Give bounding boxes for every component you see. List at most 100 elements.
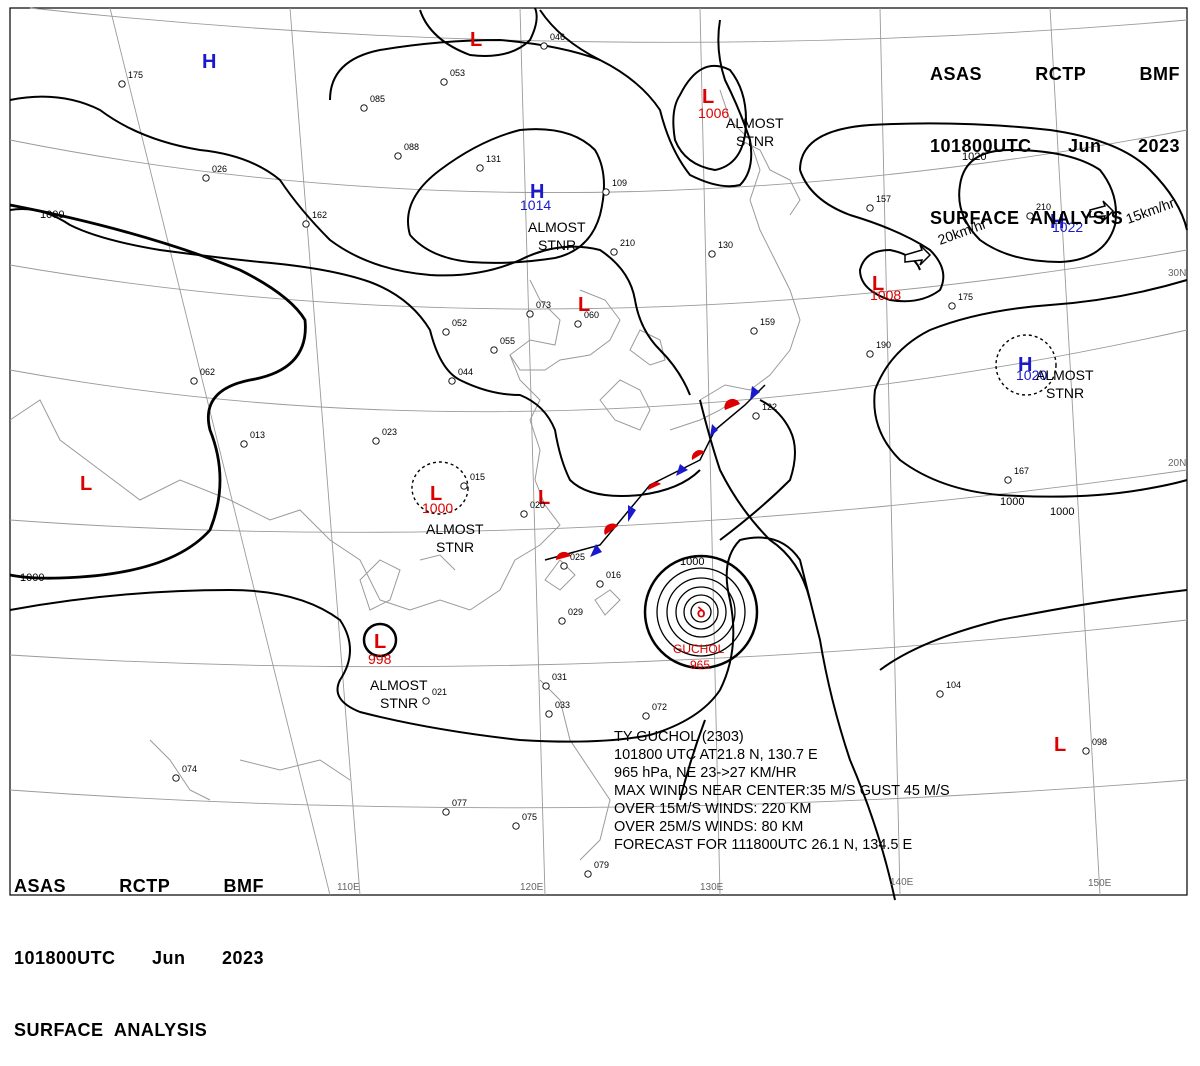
map-border [9,7,1188,896]
grid-labels: 30N 20N 110E 120E 130E 140E 150E [337,268,1186,893]
pressure-letter: L [702,86,714,108]
header-bureau: BMF [223,876,264,896]
station-pressure: 131 [486,154,501,164]
motion-note: ALMOST [528,219,586,235]
station-plot: 062 [190,367,215,385]
latitude-label: 30N [1168,268,1186,279]
station-plot: 098 [1082,737,1107,755]
isobar-value: 1020 [962,151,986,163]
graticule [9,7,1188,896]
station-plot: 130 [708,240,733,258]
station-circle [752,412,760,420]
station-plot: 016 [596,570,621,588]
station-circle [948,302,956,310]
header-station: RCTP [119,876,171,896]
motion-note: STNR [736,133,774,149]
station-pressure: 175 [128,70,143,80]
typhoon-info-line: 965 hPa, NE 23->27 KM/HR [614,765,797,781]
station-plot: 077 [442,798,467,816]
isobars [9,7,1188,901]
longitude-label: 120E [520,882,544,893]
pressure-value: 1000 [422,500,453,516]
longitude-label: 110E [337,882,360,893]
pressure-letter: L [430,483,442,505]
station-pressure: 026 [212,164,227,174]
motion-note: ALMOST [726,115,784,131]
warm-front-semicircles [555,398,740,560]
pressure-value: 998 [368,651,392,667]
station-plot: 044 [448,367,473,385]
station-pressure: 033 [555,700,570,710]
station-circle [596,580,604,588]
isobar-labels: 1000 1000 1020 1000 1000 1000 [20,151,1074,584]
station-plot: 175 [118,70,143,88]
station-plot: 104 [936,680,961,698]
typhoon-info-line: TY GUCHOL (2303) [614,729,744,745]
station-circle [560,562,568,570]
isobar-value: 1000 [680,556,704,568]
motion-note: STNR [380,695,418,711]
pressure-value: 1022 [1052,219,1083,235]
header-month: Jun [1068,136,1102,156]
station-plot: 060 [574,310,599,328]
station-pressure: 167 [1014,466,1029,476]
station-plot: 122 [752,402,777,420]
station-pressure: 029 [568,607,583,617]
header-line-2: 101800UTC Jun 2023 [14,946,264,970]
pressure-letter: L [538,487,550,509]
station-plot: 031 [542,672,567,690]
station-plot: 190 [866,340,891,358]
station-pressure: 157 [876,194,891,204]
station-circle [442,808,450,816]
station-pressure: 122 [762,402,777,412]
station-pressure: 079 [594,860,609,870]
station-plot: 167 [1004,466,1029,484]
header-line-1: ASAS RCTP BMF [14,874,264,898]
typhoon-track [679,719,706,801]
typhoon-info-line: OVER 25M/S WINDS: 80 KM [614,819,804,835]
station-circle [190,377,198,385]
dashed-circles [411,334,1057,515]
station-pressure: 031 [552,672,567,682]
station-plot: 088 [394,142,419,160]
station-plot: 033 [545,700,570,718]
station-circle [442,328,450,336]
station-circle [440,78,448,86]
station-plot: 075 [512,812,537,830]
pressure-letter: H [202,51,216,73]
longitude-label: 150E [1088,878,1112,889]
pressure-value: 1020 [1016,367,1047,383]
station-plot: 026 [202,164,227,182]
station-circle [172,774,180,782]
station-circle [422,697,430,705]
motion-note: ALMOST [1036,367,1094,383]
station-circle [642,712,650,720]
header-title: SURFACE ANALYSIS [930,208,1124,228]
station-circle [540,42,548,50]
station-circle [202,174,210,182]
station-pressure: 210 [1036,202,1051,212]
station-plot: 085 [360,94,385,112]
station-plot: 052 [442,318,467,336]
header-title: SURFACE ANALYSIS [14,1020,208,1040]
typhoon-info-line: FORECAST FOR 111800UTC 26.1 N, 134.5 E [614,837,913,853]
cold-front-triangles [590,386,760,557]
typhoon-info-line: MAX WINDS NEAR CENTER:35 M/S GUST 45 M/S [614,783,950,799]
header-year: 2023 [221,948,264,968]
pressure-letter: L [578,294,590,316]
motion-note: STNR [538,237,576,253]
header-station: RCTP [1035,64,1087,84]
station-plot: 175 [948,292,973,310]
station-circle [520,510,528,518]
station-circle [542,682,550,690]
station-pressure: 021 [432,687,447,697]
isobar-value: 1000 [1000,496,1024,508]
motion-note: STNR [1046,385,1084,401]
station-circle [558,617,566,625]
station-pressure: 044 [458,367,473,377]
motion-note: STNR [436,539,474,555]
motion-note: ALMOST [370,677,428,693]
station-plot: 210 [610,238,635,256]
station-plot: 079 [584,860,609,878]
station-circle [460,482,468,490]
